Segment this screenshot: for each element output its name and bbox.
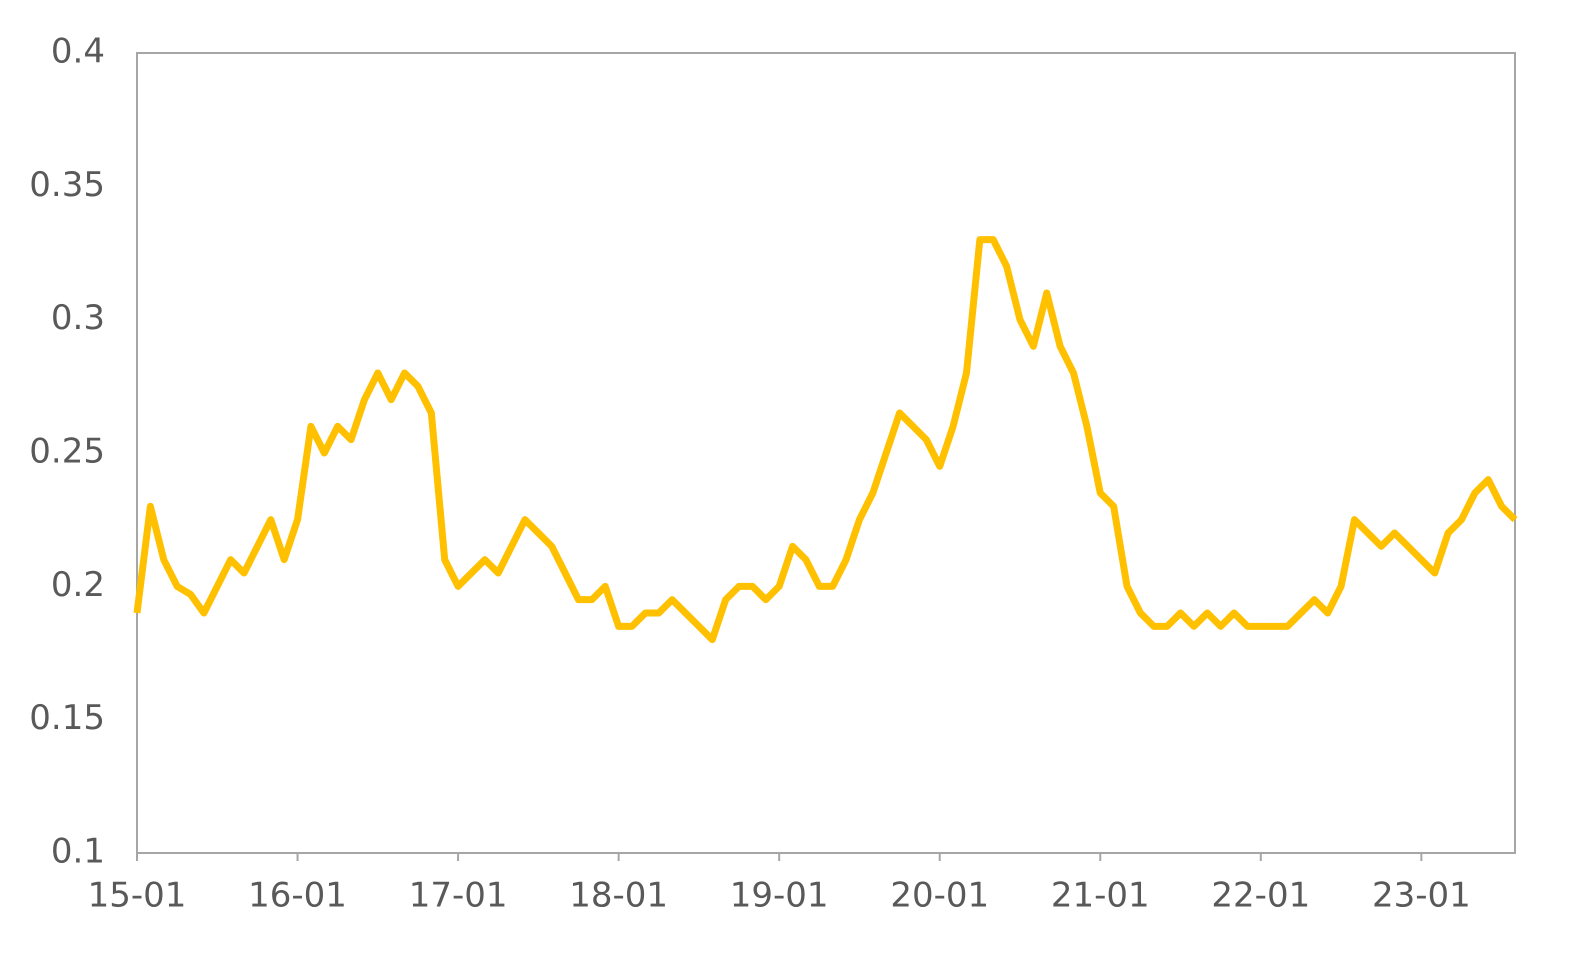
- y-tick-label: 0.2: [51, 565, 105, 605]
- y-tick-label: 0.35: [29, 165, 105, 205]
- y-tick-label: 0.25: [29, 432, 105, 472]
- x-tick-label: 15-01: [88, 876, 187, 916]
- y-tick-label: 0.1: [51, 832, 105, 872]
- y-tick-label: 0.15: [29, 698, 105, 738]
- data-line: [133, 236, 1518, 644]
- plot-frame: [136, 52, 1516, 854]
- x-tick-label: 20-01: [890, 876, 989, 916]
- x-tick-label: 18-01: [569, 876, 668, 916]
- x-tick-label: 17-01: [409, 876, 508, 916]
- y-tick-label: 0.3: [51, 298, 105, 338]
- x-tick-label: 19-01: [730, 876, 829, 916]
- x-tick-label: 16-01: [248, 876, 347, 916]
- x-tick-label: 22-01: [1211, 876, 1310, 916]
- x-tick-label: 21-01: [1051, 876, 1150, 916]
- x-tick-label: 23-01: [1372, 876, 1471, 916]
- y-tick-label: 0.4: [51, 32, 105, 72]
